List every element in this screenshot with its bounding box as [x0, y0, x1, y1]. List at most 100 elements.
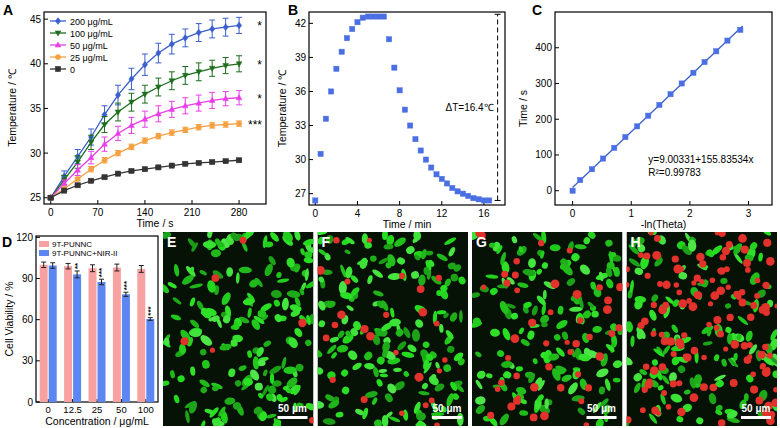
live-cell	[630, 335, 635, 347]
live-cell	[496, 349, 506, 358]
dead-cell	[670, 380, 677, 387]
error-cap	[223, 36, 229, 37]
marker	[471, 196, 476, 201]
error-bar	[155, 133, 161, 138]
marker	[129, 168, 134, 173]
live-cell	[633, 382, 643, 395]
dead-cell	[415, 373, 424, 382]
live-cell	[688, 239, 697, 252]
significance: **	[73, 262, 82, 269]
live-cell	[669, 392, 683, 404]
marker	[75, 176, 80, 181]
micrograph-background	[318, 232, 469, 426]
dead-cell	[298, 319, 306, 327]
figure: 0701402102802530354045Time / sTemperatur…	[0, 0, 780, 428]
error-cap	[128, 89, 134, 90]
marker	[589, 167, 594, 172]
error-bar	[209, 20, 215, 38]
marker	[115, 110, 121, 115]
micrograph	[472, 232, 623, 426]
marker	[129, 122, 135, 127]
error-cap	[155, 95, 161, 96]
live-cell	[472, 291, 481, 298]
live-cell	[287, 336, 300, 350]
dead-cell	[645, 273, 651, 279]
error-stem	[43, 262, 44, 267]
live-cell	[372, 366, 379, 377]
dead-cell	[718, 267, 726, 275]
scale-bar	[432, 416, 462, 419]
error-stem	[101, 279, 102, 284]
plot-area	[40, 262, 155, 402]
x-axis-title: Time / min	[383, 218, 432, 230]
dead-cell	[708, 301, 713, 306]
marker	[142, 167, 147, 172]
live-cell	[598, 271, 604, 281]
x-tick	[72, 399, 73, 402]
y-tick-label: 39	[295, 52, 307, 63]
x-axis-title: Concentration / μg/mL	[45, 415, 149, 427]
y-tick-label: 35	[30, 103, 42, 114]
dead-cell	[741, 246, 749, 254]
error-cap	[182, 66, 188, 67]
dead-cell	[763, 239, 771, 247]
live-cell	[412, 329, 420, 342]
dead-cell	[710, 291, 719, 300]
dead-cell	[739, 299, 747, 307]
marker	[196, 100, 202, 105]
marker	[460, 191, 465, 196]
live-cell	[447, 246, 456, 257]
error-cap	[139, 265, 144, 266]
live-cell	[490, 328, 501, 337]
dead-cell	[418, 308, 427, 317]
marker	[646, 113, 651, 118]
live-cell	[386, 253, 397, 267]
live-cell	[720, 277, 729, 284]
live-cell	[452, 263, 462, 273]
marker	[691, 70, 696, 75]
marker	[62, 188, 67, 193]
error-cap	[115, 120, 121, 121]
live-cell	[346, 304, 355, 312]
live-cell	[318, 275, 326, 283]
scale-bar-label: 50 μm	[742, 403, 771, 414]
error-cap	[88, 128, 94, 129]
marker	[88, 178, 93, 183]
live-cell	[173, 394, 180, 404]
live-cell	[206, 232, 213, 239]
error-cap	[155, 105, 161, 106]
dead-cell	[750, 302, 757, 309]
marker	[434, 172, 439, 177]
live-cell	[218, 420, 225, 426]
error-cap	[223, 18, 229, 19]
marker	[623, 134, 628, 139]
y-tick-label: 36	[295, 86, 307, 97]
live-cell	[591, 311, 599, 318]
dead-cell	[688, 302, 697, 311]
dead-cell	[643, 252, 650, 259]
marker	[668, 92, 673, 97]
live-cell	[170, 313, 182, 321]
error-cap	[115, 126, 121, 127]
error-cap	[50, 268, 55, 269]
live-cell	[190, 266, 195, 273]
x-tick-label: 0	[313, 208, 319, 219]
live-cell	[330, 351, 338, 359]
live-cell	[232, 401, 242, 411]
live-cell	[501, 360, 513, 368]
live-cell	[383, 244, 393, 250]
marker	[339, 49, 344, 54]
y-axis-title: Temperature / ℃	[276, 69, 288, 148]
bar	[73, 274, 81, 402]
error-cap	[182, 28, 188, 29]
live-cell	[372, 289, 384, 297]
live-cell	[436, 252, 449, 262]
dead-cell	[694, 275, 701, 282]
error-bar	[223, 58, 229, 74]
marker	[183, 127, 188, 132]
live-cell	[472, 316, 483, 328]
dead-cell	[747, 313, 754, 320]
dead-cell	[540, 412, 549, 421]
error-cap	[236, 33, 242, 34]
live-cell	[540, 314, 550, 323]
